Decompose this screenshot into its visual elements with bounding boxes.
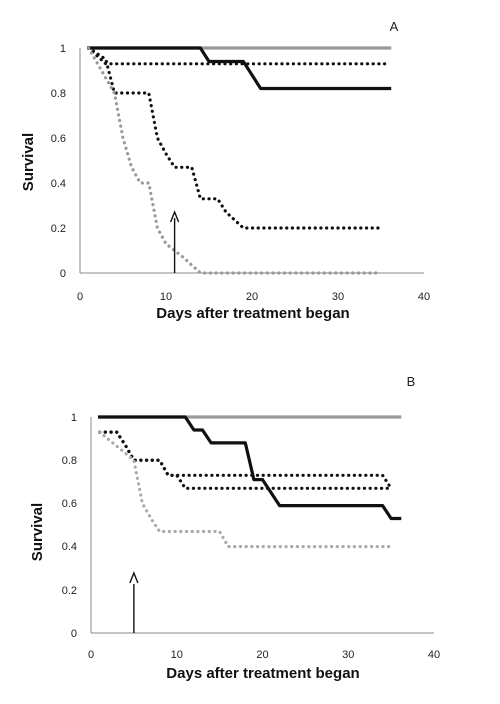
survival-series-line (97, 415, 402, 521)
arrow-head (169, 210, 180, 223)
treatment-arrow-b (129, 571, 139, 633)
series-group-b (97, 415, 402, 549)
arrow-head (129, 571, 139, 584)
x-tick-label: 10 (171, 649, 183, 661)
treatment-arrow-a (169, 210, 180, 273)
y-tick-label: 0.2 (51, 223, 66, 235)
y-tick-label: 0.6 (62, 498, 77, 510)
y-tick-label: 0.6 (51, 133, 66, 145)
panel-label-b: B (407, 374, 416, 389)
survival-series-line (97, 430, 393, 490)
y-tick-label: 0.4 (62, 541, 77, 553)
y-tick-label: 0 (60, 268, 66, 280)
x-tick-label: 40 (418, 291, 430, 303)
x-tick-label: 20 (256, 649, 268, 661)
y-tick-label: 0 (71, 628, 77, 640)
survival-series-line (97, 430, 393, 490)
chart-panel-b: B 0 10 20 30 40 0 0.2 0.4 0.6 0.8 1 Days… (29, 374, 440, 682)
survival-series-line (97, 430, 393, 549)
x-tick-label: 0 (77, 291, 83, 303)
x-tick-label: 30 (332, 291, 344, 303)
x-tick-label: 30 (342, 649, 354, 661)
x-axis-title-a: Days after treatment began (156, 305, 349, 322)
y-tick-label: 0.2 (62, 585, 77, 597)
x-tick-label: 0 (88, 649, 94, 661)
survival-series-line (86, 46, 383, 230)
y-tick-label: 1 (71, 412, 77, 424)
series-group-a (86, 46, 392, 275)
panel-label-a: A (390, 19, 399, 34)
chart-panel-a: A 0 10 20 30 40 0 0.2 0.4 0.6 0.8 1 Days… (20, 19, 430, 322)
y-axis-title-b: Survival (29, 503, 46, 561)
x-tick-label: 20 (246, 291, 258, 303)
survival-series-line (86, 46, 392, 91)
x-tick-label: 10 (160, 291, 172, 303)
survival-series-line (86, 46, 392, 66)
x-axis-title-b: Days after treatment began (166, 665, 359, 682)
survival-series-line (86, 46, 383, 275)
y-tick-label: 1 (60, 43, 66, 55)
y-tick-label: 0.8 (62, 455, 77, 467)
y-tick-label: 0.8 (51, 88, 66, 100)
y-tick-label: 0.4 (51, 178, 66, 190)
y-axis-title-a: Survival (20, 133, 37, 191)
x-tick-label: 40 (428, 649, 440, 661)
